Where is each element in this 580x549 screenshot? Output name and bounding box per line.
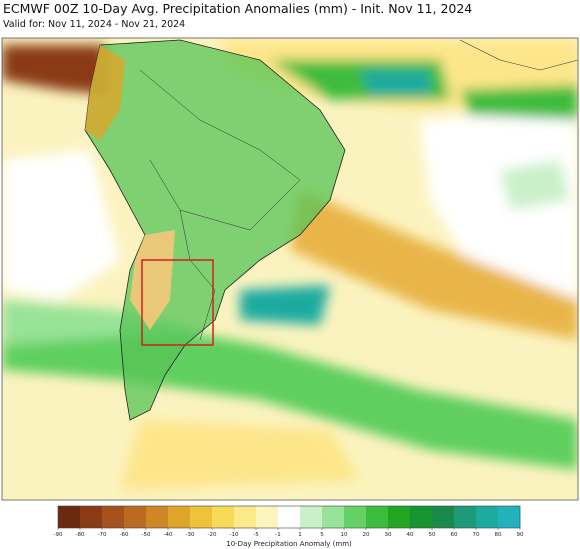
colorbar-segment — [256, 506, 279, 528]
colorbar-tick-label: 1 — [298, 532, 302, 538]
title: ECMWF 00Z 10-Day Avg. Precipitation Anom… — [3, 1, 472, 16]
map-frame — [1, 37, 579, 501]
colorbar-tick-label: -70 — [98, 532, 107, 538]
africa-coast — [459, 39, 578, 71]
colorbar-tick-label: 20 — [363, 532, 370, 538]
colorbar-tick-label: 5 — [320, 532, 324, 538]
dry-andes — [85, 45, 125, 140]
colorbar-tick-label: 10 — [341, 532, 348, 538]
colorbar-segment — [124, 506, 147, 528]
colorbar-tick-label: 70 — [473, 532, 480, 538]
colorbar-segment — [432, 506, 455, 528]
colorbar-segment — [190, 506, 213, 528]
colorbar-segment — [476, 506, 499, 528]
colorbar-tick-label: -10 — [230, 532, 239, 538]
colorbar-tick-label: 40 — [407, 532, 414, 538]
colorbar-segment — [102, 506, 125, 528]
map — [2, 38, 578, 500]
highlight-box — [141, 259, 214, 346]
colorbar-segment — [234, 506, 257, 528]
colorbar: -90 -80 -70 -60 -50 -40 -30 -20 -10 -5 -1 1 5 10 20 30 4… — [54, 505, 524, 538]
wet-north-core — [360, 70, 430, 95]
colorbar-tick-label: -20 — [208, 532, 217, 538]
colorbar-segment — [58, 506, 81, 528]
colorbar-segment — [80, 506, 103, 528]
colorbar-tick-label: -50 — [142, 532, 151, 538]
colorbar-tick-label: -40 — [164, 532, 173, 538]
colorbar-segment — [366, 506, 389, 528]
colorbar-segment — [168, 506, 191, 528]
colorbar-segment — [498, 506, 521, 528]
wet-northeast — [460, 85, 578, 120]
colorbar-tick-label: 80 — [495, 532, 502, 538]
neutral-area — [420, 110, 578, 300]
colorbar-segment — [344, 506, 367, 528]
dry-south — [120, 420, 360, 490]
colorbar-tick-label: -30 — [186, 532, 195, 538]
colorbar-segment — [322, 506, 345, 528]
colorbar-segment — [388, 506, 411, 528]
subtitle: Valid for: Nov 11, 2024 - Nov 21, 2024 — [3, 19, 185, 30]
dry-neutral-area — [2, 150, 120, 300]
colorbar-segment — [146, 506, 169, 528]
colorbar-tick-label: -1 — [275, 532, 280, 538]
colorbar-segment — [212, 506, 235, 528]
colorbar-tick-label: -80 — [76, 532, 85, 538]
colorbar-segment — [410, 506, 433, 528]
colorbar-tick-label: -90 — [54, 532, 63, 538]
colorbar-segment — [300, 506, 323, 528]
dry-northwest — [2, 45, 110, 95]
colorbar-frame — [57, 505, 521, 529]
borders — [179, 209, 216, 341]
colorbar-label: 10-Day Precipitation Anomaly (mm) — [226, 540, 352, 548]
wet-patch — [500, 160, 570, 210]
colorbar-segment — [278, 506, 301, 528]
colorbar-tick-label: -60 — [120, 532, 129, 538]
colorbar-tick-label: 50 — [429, 532, 436, 538]
colorbar-tick-label: 90 — [517, 532, 524, 538]
colorbar-tick-label: 30 — [385, 532, 392, 538]
colorbar-tick-label: -5 — [253, 532, 259, 538]
colorbar-tick-label: 60 — [451, 532, 458, 538]
colorbar-segment — [454, 506, 477, 528]
dry-band — [290, 190, 578, 340]
wet-southeast — [240, 285, 330, 325]
